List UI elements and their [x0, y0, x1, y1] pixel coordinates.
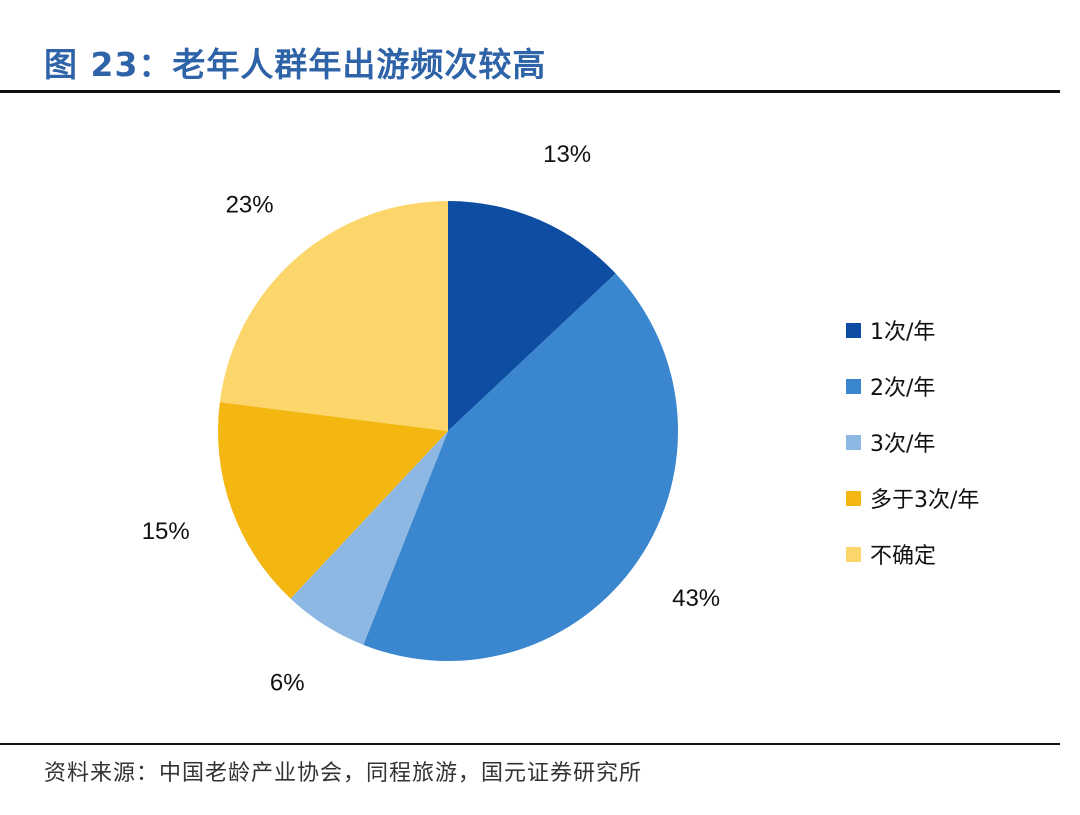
- source-note: 资料来源：中国老龄产业协会，同程旅游，国元证券研究所: [44, 761, 643, 786]
- pie-slice-3: [290, 431, 448, 645]
- legend-label-1: 1次/年: [870, 320, 936, 345]
- figure-title: 图 23：老年人群年出游频次较高: [44, 45, 547, 84]
- data-label-3: 6%: [270, 670, 305, 697]
- legend-swatch-4: [846, 490, 861, 506]
- data-label-2: 43%: [672, 585, 720, 612]
- legend-label-2: 2次/年: [870, 376, 936, 401]
- legend-label-4: 多于3次/年: [870, 488, 980, 513]
- pie-slice-2: [363, 273, 678, 661]
- legend-item-3: 3次/年: [846, 414, 979, 470]
- legend-item-4: 多于3次/年: [846, 470, 979, 526]
- data-label-4: 15%: [142, 518, 190, 545]
- legend-swatch-1: [846, 322, 861, 338]
- legend-item-1: 1次/年: [846, 302, 979, 358]
- data-label-1: 13%: [543, 141, 591, 168]
- top-rule: [0, 90, 1060, 93]
- legend-swatch-2: [846, 378, 861, 394]
- chart-legend: 1次/年 2次/年 3次/年 多于3次/年 不确定: [846, 302, 979, 582]
- pie-slice-5: [219, 201, 448, 431]
- legend-item-5: 不确定: [846, 526, 979, 582]
- data-label-5: 23%: [226, 191, 274, 218]
- legend-swatch-5: [846, 546, 861, 562]
- legend-label-5: 不确定: [870, 544, 937, 569]
- bottom-rule: [0, 743, 1060, 745]
- pie-slice-4: [218, 402, 448, 599]
- pie-slice-1: [448, 201, 616, 431]
- legend-item-2: 2次/年: [846, 358, 979, 414]
- legend-swatch-3: [846, 434, 861, 450]
- legend-label-3: 3次/年: [870, 432, 936, 457]
